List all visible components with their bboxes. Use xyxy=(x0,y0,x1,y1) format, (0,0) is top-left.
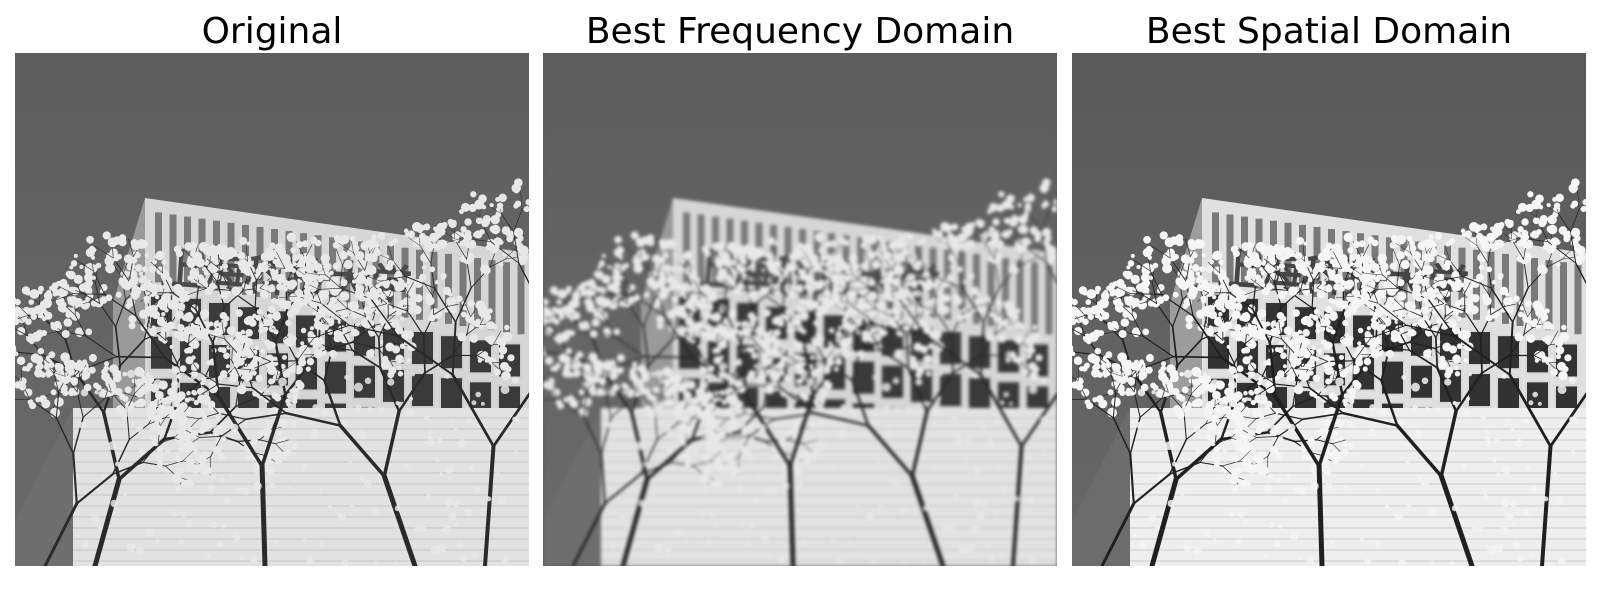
image-frequency-domain: 上海科技大学 xyxy=(543,53,1057,566)
image-original: 上海科技大学 xyxy=(15,53,529,566)
panel-title: Best Frequency Domain xyxy=(585,11,1015,52)
building-photo: 上海科技大学 xyxy=(1072,53,1586,566)
panel-spatial-domain: Best Spatial Domain 上海科技大学 xyxy=(1072,0,1586,600)
panel-title: Original xyxy=(201,11,343,52)
building-photo: 上海科技大学 xyxy=(543,53,1057,566)
image-spatial-domain: 上海科技大学 xyxy=(1072,53,1586,566)
panel-title: Best Spatial Domain xyxy=(1145,11,1513,52)
panel-original: Original 上海科技大学 xyxy=(15,0,529,600)
building-photo: 上海科技大学 xyxy=(15,53,529,566)
panel-frequency-domain: Best Frequency Domain 上海科技大学 xyxy=(543,0,1057,600)
